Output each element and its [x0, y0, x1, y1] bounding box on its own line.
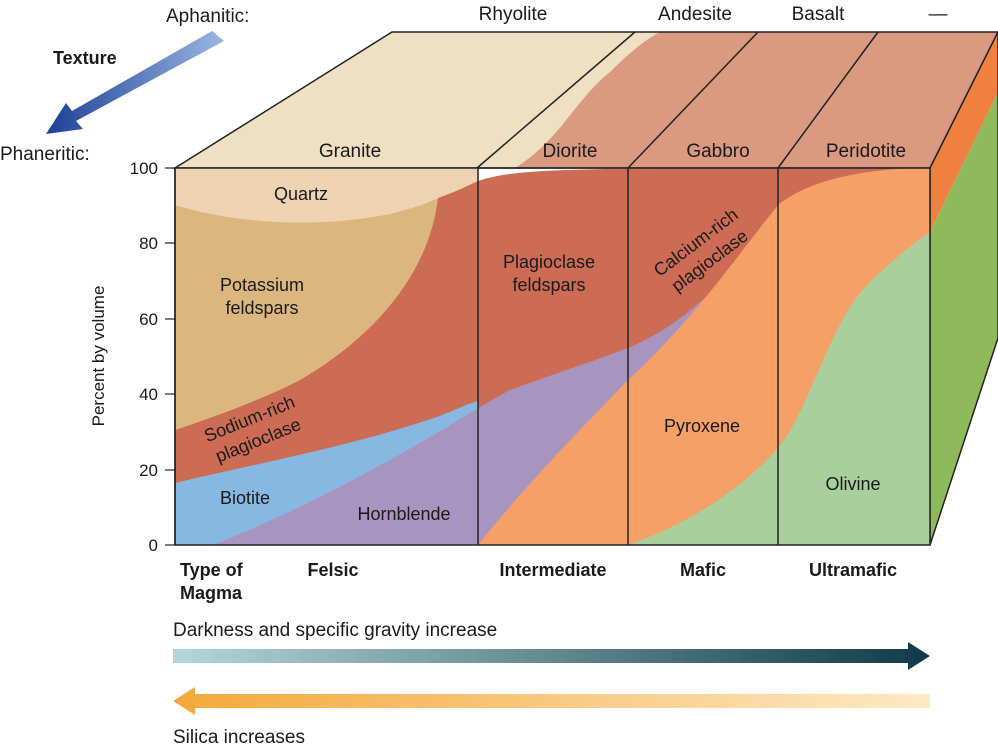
darkness-arrow-group: Darkness and specific gravity increase — [173, 620, 930, 670]
texture-indicator: Aphanitic: Texture Phaneritic: — [0, 6, 249, 165]
mineral-label-biotite: Biotite — [220, 488, 270, 508]
front-face-dividers — [477, 168, 779, 545]
y-tick-label: 60 — [139, 310, 158, 329]
top-divider-felsic-intermediate — [476, 31, 636, 169]
darkness-arrow-label: Darkness and specific gravity increase — [173, 620, 497, 641]
aphanitic-label: Aphanitic: — [166, 6, 249, 27]
texture-label: Texture — [53, 48, 117, 68]
y-tick-label: 20 — [139, 461, 158, 480]
y-axis: 100 80 60 40 20 0 Percent by volume — [89, 159, 176, 555]
aphanitic-rock-andesite: Andesite — [658, 4, 732, 25]
mineral-label-potassium-feldspars: feldspars — [225, 298, 298, 318]
silica-arrow-label: Silica increases — [173, 727, 305, 748]
phaneritic-label: Phaneritic: — [0, 144, 90, 165]
top-divider-mafic-ultramafic — [777, 31, 879, 169]
magma-header: Type of — [180, 560, 244, 580]
region-olivine — [628, 232, 930, 545]
y-axis-label: Percent by volume — [89, 286, 108, 427]
magma-header: Magma — [180, 583, 243, 603]
magma-types: Type of Magma Felsic Intermediate Mafic … — [180, 560, 897, 603]
mineral-label-pyroxene: Pyroxene — [664, 416, 740, 436]
mineral-label-olivine: Olivine — [825, 474, 880, 494]
magma-type-mafic: Mafic — [680, 560, 726, 580]
aphanitic-rock-rhyolite: Rhyolite — [479, 4, 548, 25]
y-tick-label: 100 — [130, 159, 158, 178]
mineral-label-plagioclase-feldspars: feldspars — [512, 275, 585, 295]
mineral-label-hornblende: Hornblende — [357, 504, 450, 524]
phaneritic-rock-granite: Granite — [319, 141, 381, 162]
mineral-label-potassium-feldspars: Potassium — [220, 275, 304, 295]
side-face-green — [930, 92, 998, 545]
y-axis-ticks — [165, 167, 175, 546]
region-potassium-feldspars — [175, 198, 438, 430]
aphanitic-rock-ultramafic: — — [929, 4, 948, 25]
y-tick-label: 80 — [139, 234, 158, 253]
texture-arrow — [46, 31, 224, 134]
phaneritic-rock-diorite: Diorite — [543, 141, 598, 162]
rock-names: Rhyolite Andesite Basalt — Granite Diori… — [319, 4, 948, 162]
silica-arrow — [173, 687, 930, 715]
front-face — [174, 167, 931, 546]
magma-type-intermediate: Intermediate — [499, 560, 606, 580]
mineral-label-quartz: Quartz — [274, 184, 328, 204]
top-face — [172, 31, 998, 169]
aphanitic-rock-basalt: Basalt — [792, 4, 846, 25]
silica-arrow-group: Silica increases — [173, 687, 930, 748]
top-face-dividers — [476, 31, 879, 169]
y-tick-label: 40 — [139, 385, 158, 404]
y-tick-label: 0 — [149, 536, 158, 555]
phaneritic-rock-gabbro: Gabbro — [686, 141, 749, 162]
darkness-arrow — [173, 642, 930, 670]
phaneritic-rock-peridotite: Peridotite — [826, 141, 906, 162]
magma-type-felsic: Felsic — [307, 560, 358, 580]
mineral-label-plagioclase-feldspars: Plagioclase — [503, 252, 595, 272]
top-face-andesite-basalt-band — [515, 32, 998, 168]
top-divider-intermediate-mafic — [627, 31, 759, 169]
magma-type-ultramafic: Ultramafic — [809, 560, 897, 580]
side-face-orange — [930, 32, 998, 232]
